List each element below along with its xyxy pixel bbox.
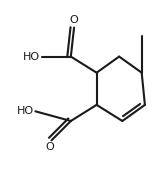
- Text: HO: HO: [17, 106, 34, 116]
- Text: HO: HO: [23, 52, 40, 62]
- Text: O: O: [70, 15, 78, 25]
- Text: O: O: [46, 142, 54, 152]
